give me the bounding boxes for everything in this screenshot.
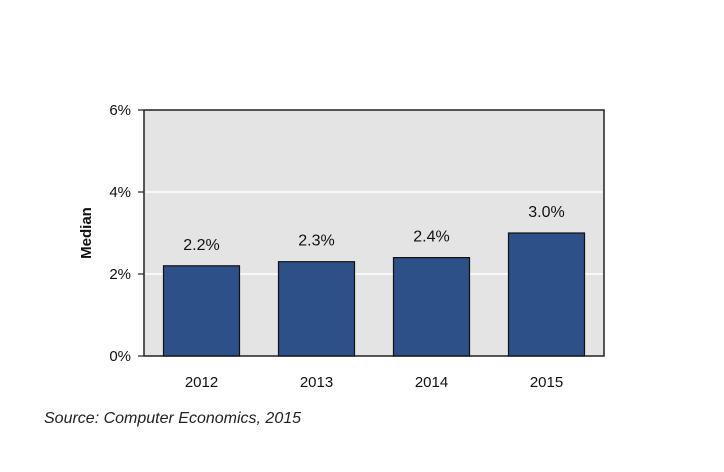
y-tick-label: 4% [109, 184, 131, 201]
x-tick-label-2015: 2015 [530, 374, 563, 391]
bar-2015 [507, 232, 586, 357]
x-axis-ticks: 2012 2013 2014 2015 [185, 374, 563, 391]
bar-2012 [162, 265, 241, 357]
x-tick-label-2012: 2012 [185, 374, 218, 391]
data-label-2012: 2.2% [183, 237, 219, 254]
data-label-2013: 2.3% [298, 233, 334, 250]
y-tick-label: 2% [109, 266, 131, 283]
y-axis-label: Median [78, 207, 95, 259]
y-tick-label: 6% [109, 102, 131, 119]
bar-2013 [277, 261, 356, 357]
y-tick-label: 0% [109, 348, 131, 365]
bar-2014 [392, 257, 471, 357]
x-tick-label-2014: 2014 [415, 374, 448, 391]
bars [162, 232, 586, 357]
y-axis-ticks: 0% 2% 4% 6% [109, 102, 144, 365]
data-label-2014: 2.4% [413, 229, 449, 246]
source-note: Source: Computer Economics, 2015 [44, 410, 302, 427]
data-label-2015: 3.0% [528, 204, 564, 221]
x-tick-label-2013: 2013 [300, 374, 333, 391]
data-labels: 2.2% 2.3% 2.4% 3.0% [183, 204, 564, 254]
